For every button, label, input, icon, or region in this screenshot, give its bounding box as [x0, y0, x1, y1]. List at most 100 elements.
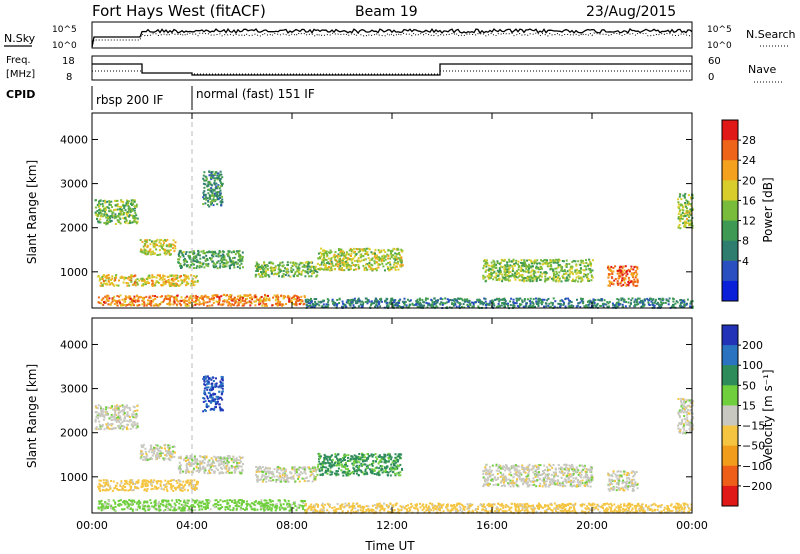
echo-cell: [531, 269, 534, 272]
echo-cell: [540, 265, 543, 268]
echo-cell: [421, 304, 424, 307]
echo-cell: [123, 489, 126, 492]
echo-cell: [675, 300, 678, 303]
echo-cell: [368, 259, 371, 262]
echo-cell: [146, 505, 149, 508]
echo-cell: [281, 275, 284, 278]
echo-cell: [319, 264, 321, 267]
echo-cell: [208, 170, 211, 173]
echo-cell: [104, 209, 107, 212]
echo-cell: [145, 240, 148, 243]
echo-cell: [562, 303, 565, 306]
echo-cell: [110, 504, 113, 507]
echo-cell: [194, 509, 197, 512]
echo-cell: [110, 301, 113, 304]
echo-cell: [336, 304, 338, 307]
echo-cell: [147, 252, 150, 255]
echo-cell: [512, 258, 515, 261]
echo-cell: [98, 420, 101, 423]
echo-cell: [365, 247, 368, 250]
echo-cell: [133, 406, 136, 409]
echo-cell: [155, 480, 158, 483]
echo-cell: [211, 469, 214, 471]
colorbar-tick: 16: [742, 194, 756, 207]
echo-cell: [214, 199, 217, 201]
echo-cell: [241, 259, 244, 262]
echo-cell: [173, 502, 176, 505]
echo-cell: [565, 297, 567, 300]
echo-cell: [152, 480, 155, 483]
echo-cell: [319, 256, 321, 259]
echo-cell: [227, 508, 230, 510]
echo-cell: [101, 423, 104, 426]
echo-cell: [161, 499, 164, 502]
echo-cell: [274, 504, 277, 506]
echo-cell: [245, 294, 247, 297]
echo-cell: [192, 505, 195, 508]
echo-cell: [484, 280, 487, 283]
echo-cell: [678, 210, 681, 213]
velocity-scatter: [94, 375, 694, 515]
echo-cell: [218, 462, 221, 465]
echo-cell: [250, 508, 253, 510]
echo-cell: [539, 271, 542, 274]
echo-cell: [216, 176, 219, 179]
echo-cell: [580, 297, 582, 300]
echo-cell: [200, 295, 203, 297]
echo-cell: [124, 295, 127, 298]
echo-cell: [206, 197, 209, 200]
echo-cell: [208, 304, 211, 307]
echo-cell: [129, 295, 132, 298]
echo-cell: [552, 259, 555, 262]
echo-cell: [385, 302, 388, 305]
echo-cell: [274, 505, 277, 508]
echo-cell: [527, 271, 530, 274]
echo-cell: [134, 279, 137, 282]
echo-cell: [165, 450, 168, 452]
echo-cell: [136, 501, 139, 504]
echo-cell: [567, 274, 570, 277]
echo-cell: [333, 253, 336, 256]
echo-cell: [515, 297, 518, 300]
echo-cell: [350, 249, 353, 251]
echo-cell: [94, 405, 97, 407]
echo-cell: [282, 269, 285, 272]
echo-cell: [484, 304, 487, 306]
echo-cell: [120, 409, 123, 412]
echo-cell: [128, 507, 130, 510]
echo-cell: [179, 299, 182, 302]
echo-cell: [263, 262, 266, 265]
echo-cell: [517, 260, 520, 263]
echo-cell: [166, 275, 169, 278]
echo-cell: [260, 506, 263, 509]
echo-cell: [635, 265, 638, 268]
echo-cell: [115, 420, 118, 423]
echo-cell: [207, 265, 210, 268]
echo-cell: [566, 270, 569, 273]
echo-cell: [167, 280, 169, 283]
echo-cell: [346, 264, 349, 267]
echo-cell: [221, 198, 224, 201]
echo-cell: [282, 297, 285, 300]
echo-cell: [114, 501, 117, 504]
echo-cell: [150, 479, 153, 482]
echo-cell: [120, 480, 123, 483]
echo-cell: [520, 268, 523, 270]
echo-cell: [181, 282, 184, 285]
echo-cell: [142, 482, 145, 485]
echo-cell: [483, 265, 486, 268]
echo-cell: [417, 300, 419, 303]
echo-cell: [654, 298, 657, 301]
echo-cell: [521, 273, 524, 276]
echo-cell: [237, 301, 240, 304]
echo-cell: [347, 257, 350, 260]
echo-cell: [503, 258, 506, 261]
echo-cell: [360, 300, 362, 303]
echo-cell: [262, 505, 265, 508]
echo-cell: [136, 295, 139, 298]
echo-cell: [185, 251, 188, 254]
echo-cell: [154, 281, 157, 284]
echo-cell: [648, 299, 650, 302]
echo-cell: [362, 249, 364, 252]
echo-cell: [408, 300, 411, 303]
